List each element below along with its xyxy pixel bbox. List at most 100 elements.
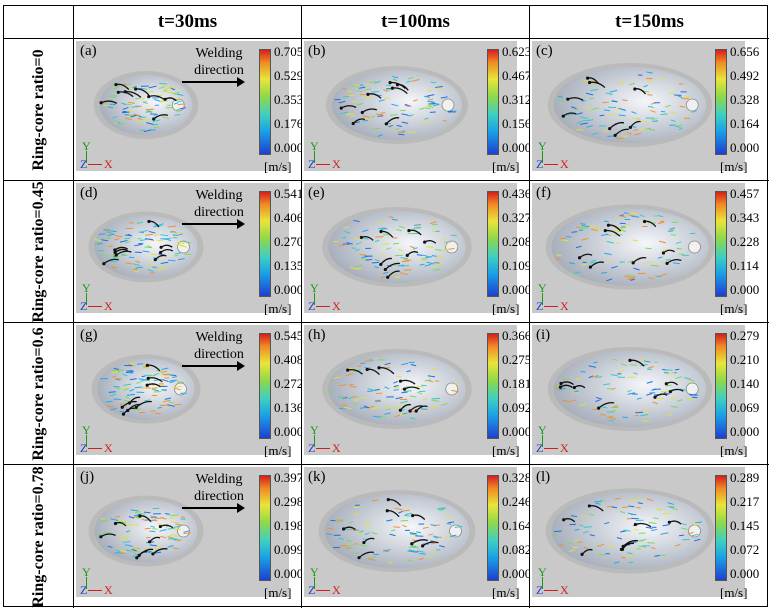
flow-vector: [589, 261, 596, 264]
keyhole: [688, 240, 701, 254]
flow-vector: [173, 232, 182, 234]
flow-vector: [398, 133, 405, 136]
flow-vector: [640, 359, 649, 361]
arrow-head: [365, 367, 369, 372]
flow-vector: [153, 126, 160, 129]
flow-vector: [636, 397, 642, 400]
arrow-head: [388, 81, 392, 85]
axis-x-line: [88, 448, 102, 449]
flow-vector: [454, 526, 463, 528]
flow-vector: [568, 549, 575, 553]
flow-vector: [326, 533, 333, 536]
flow-vector: [338, 100, 346, 104]
flow-vector: [660, 390, 670, 393]
arrow-head: [379, 229, 383, 234]
flow-vector: [112, 95, 117, 98]
flow-vector: [133, 408, 142, 411]
flow-vector: [151, 519, 158, 522]
colorbar: [487, 333, 499, 439]
flow-vector: [583, 526, 592, 528]
flow-vector: [419, 552, 426, 555]
arrow-head: [116, 90, 120, 94]
axis-y-label: Y: [82, 565, 91, 579]
flow-vector: [646, 71, 653, 74]
flow-vector: [101, 239, 109, 242]
axis-x-label: X: [560, 583, 569, 597]
colorbar-tick: 0.289: [730, 470, 760, 485]
flow-vector: [340, 544, 347, 547]
melt-pool-plot: [545, 204, 715, 290]
arrow-head: [390, 86, 395, 90]
melt-pool: [324, 494, 470, 568]
flow-vector: [610, 374, 618, 377]
axis-y-line: [542, 435, 543, 447]
flow-vector: [142, 250, 150, 253]
colorbar-tick: 0.099: [274, 542, 302, 557]
flow-vector: [335, 518, 343, 521]
flow-vector: [382, 233, 389, 236]
colorbar-tick: 0.082: [502, 542, 530, 557]
melt-pool-plot: [545, 488, 715, 574]
flow-vector: [124, 233, 131, 236]
flow-vector: [165, 91, 173, 94]
flow-vector: [176, 381, 184, 384]
flow-vector: [632, 117, 641, 120]
colorbar-tick: 0.198: [274, 518, 302, 533]
flow-vector: [424, 379, 432, 382]
flow-vector: [374, 399, 381, 402]
flow-vector: [663, 392, 670, 395]
arrow-head: [145, 363, 149, 367]
velocity-unit: [m/s]: [720, 159, 748, 174]
axis-y-label: Y: [82, 139, 91, 153]
arrow-head: [148, 540, 152, 544]
flow-vector: [131, 548, 137, 552]
flow-vector: [387, 561, 393, 564]
colorbar: [259, 333, 271, 439]
flow-vector: [384, 412, 391, 415]
axis-x-label: X: [332, 299, 341, 313]
flow-vector: [660, 110, 666, 113]
colorbar-tick: 0.279: [730, 328, 760, 343]
flow-vector: [391, 103, 399, 107]
flow-vector: [606, 240, 615, 244]
flow-vector: [327, 389, 334, 392]
colorbar: [259, 49, 271, 155]
flow-vector: [398, 225, 406, 229]
velocity-unit: [m/s]: [492, 159, 520, 174]
flow-vector: [127, 363, 135, 367]
colorbar-tick: 0.000: [502, 566, 530, 581]
flow-vector: [660, 76, 666, 80]
flow-vector: [386, 247, 392, 250]
flow-vector: [430, 524, 437, 527]
velocity-unit: [m/s]: [720, 585, 748, 600]
flow-vector: [346, 113, 354, 116]
flow-vector: [165, 238, 172, 242]
flow-vector: [451, 389, 459, 393]
colorbar-tick: 0.176: [274, 116, 302, 131]
black-arrow: [622, 539, 639, 547]
colorbar-tick: 0.246: [502, 494, 530, 509]
arrow-head: [631, 261, 635, 265]
flow-vector: [170, 380, 176, 384]
flow-vector: [620, 363, 627, 367]
flow-vector: [431, 399, 439, 402]
flow-vector: [375, 113, 384, 116]
flow-vector: [358, 530, 364, 533]
flow-vector: [342, 226, 349, 229]
flow-vector: [366, 523, 373, 526]
flow-vector: [627, 552, 633, 555]
flow-vector: [144, 527, 151, 530]
flow-vector: [403, 259, 412, 261]
flow-vector: [667, 502, 675, 505]
simulation-panel: (i) 0.279 0.210 0.140 0.069 0.000 [m/s] 1 mm Y …: [530, 323, 769, 465]
flow-vector: [580, 370, 587, 373]
panel-label: (l): [536, 469, 551, 485]
flow-vector: [110, 407, 117, 411]
flow-vector: [623, 529, 631, 532]
flow-vector: [395, 396, 403, 400]
flow-vector: [121, 111, 130, 114]
flow-vector: [376, 221, 383, 224]
flow-vector: [611, 387, 616, 391]
arrow-head: [588, 265, 592, 269]
flow-vector: [345, 373, 353, 377]
